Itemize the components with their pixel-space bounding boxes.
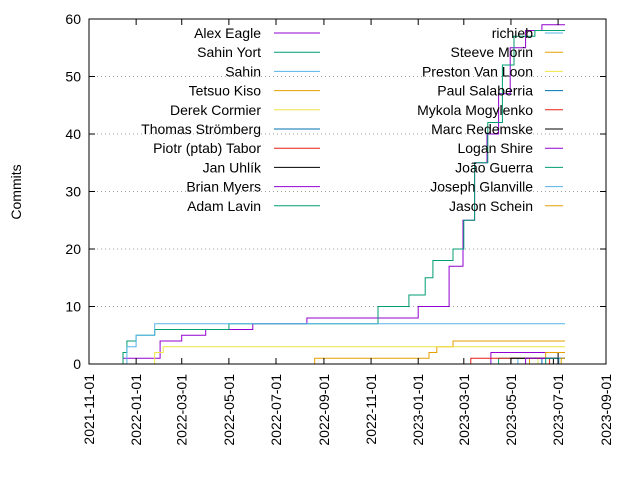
legend-label-11: Steeve Morin (451, 44, 533, 60)
x-tick-label: 2022-01-01 (128, 374, 144, 446)
legend-label-5: Thomas Strömberg (141, 121, 261, 137)
legend-label-9: Adam Lavin (187, 198, 261, 214)
legend-label-8: Brian Myers (186, 179, 261, 195)
x-tick-label: 2022-09-01 (316, 374, 332, 446)
legend-label-7: Jan Uhlík (203, 159, 262, 175)
y-tick-label: 20 (65, 241, 81, 257)
series-line-6 (545, 357, 565, 365)
legend-label-3: Tetsuo Kiso (189, 83, 262, 99)
y-tick-label: 10 (65, 299, 81, 315)
x-tick-label: 2022-03-01 (174, 374, 190, 446)
series-line-4 (147, 346, 565, 365)
x-tick-label: 2021-11-01 (81, 374, 97, 445)
series-line-2 (120, 323, 565, 365)
axes: 0 10 20 30 40 50 60 2021-11-01 2022-01-01 2022-03… (8, 11, 614, 446)
legend-label-19: Jason Schein (449, 198, 533, 214)
series-line-3 (310, 340, 565, 365)
y-axis-label: Commits (8, 164, 24, 219)
y-tick-label: 50 (65, 69, 81, 85)
legend-label-4: Derek Cormier (170, 102, 261, 118)
legend-label-10: richieb (492, 25, 533, 41)
y-tick-label: 40 (65, 126, 81, 142)
legend-label-2: Sahin (225, 63, 261, 79)
legend-label-0: Alex Eagle (194, 25, 261, 41)
legend-label-18: Joseph Glanville (430, 179, 533, 195)
x-tick-label: 2023-01-01 (410, 374, 426, 446)
series-line-0 (123, 24, 565, 359)
legend-label-12: Preston Van Loon (422, 63, 533, 79)
y-tick-label: 0 (73, 356, 81, 372)
x-tick-label: 2022-05-01 (221, 374, 237, 446)
series-line-18 (555, 357, 565, 365)
x-tick-label: 2022-07-01 (268, 374, 284, 446)
y-tick-label: 30 (65, 184, 81, 200)
x-tick-label: 2023-05-01 (503, 374, 519, 446)
legend-label-14: Mykola Mogylenko (417, 102, 533, 118)
x-tick-label: 2022-11-01 (363, 374, 379, 445)
legend-label-17: João Guerra (455, 159, 533, 175)
legend-label-6: Piotr (ptab) Tabor (153, 140, 261, 156)
legend-label-1: Sahin Yort (197, 44, 261, 60)
y-tick-label: 60 (65, 11, 81, 27)
x-tick-label: 2023-09-01 (598, 374, 614, 446)
legend-label-16: Logan Shire (457, 140, 533, 156)
series-line-10 (514, 357, 565, 365)
series-line-15 (506, 357, 565, 365)
x-tick-label: 2023-07-01 (550, 374, 566, 446)
legend-label-15: Marc Redemske (431, 121, 533, 137)
x-tick-label: 2023-03-01 (456, 374, 472, 446)
legend-label-13: Paul Salaberria (437, 83, 533, 99)
legend: Alex Eagle Sahin Yort Sahin Tetsuo Kiso Dere… (141, 25, 563, 214)
series-line-14 (466, 357, 565, 365)
